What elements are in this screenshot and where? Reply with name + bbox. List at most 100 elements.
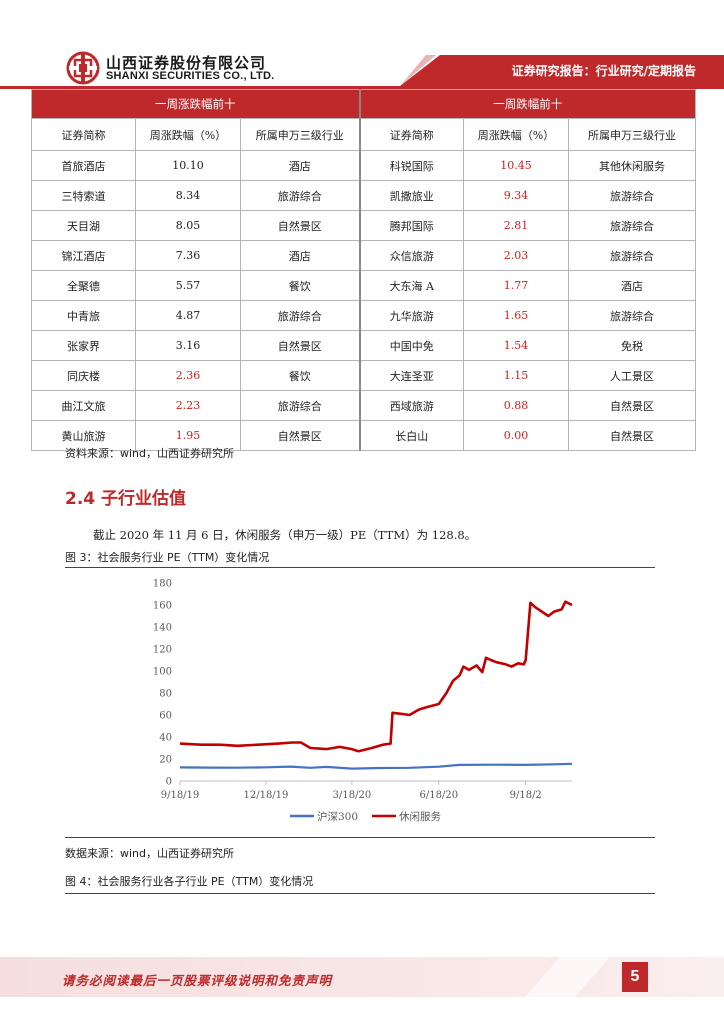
table-title-row: 一周涨跌幅前十 一周跌幅前十 xyxy=(30,89,697,119)
table-cell-r-ind: 人工景区 xyxy=(568,360,697,391)
legend-label: 休闲服务 xyxy=(399,810,441,823)
table-cell-r-chg: 0.88 xyxy=(463,390,570,421)
table-cell-r-name: 九华旅游 xyxy=(358,300,465,331)
table-cell-r-chg: 1.54 xyxy=(463,330,570,361)
pe-ttm-line-chart: 0 20 40 60 80 100 120 140 160 180 9/18/19 12/18/19 3… xyxy=(153,579,573,823)
table-cell-l-name: 三特索道 xyxy=(31,180,136,211)
table-cell-r-chg: 2.81 xyxy=(463,210,570,241)
table-row: 全聚德 5.57 餐饮 大东海 A 1.77 酒店 xyxy=(31,270,697,301)
table-cell-l-ind: 旅游综合 xyxy=(239,180,361,211)
table-body: 首旅酒店 10.10 酒店 科锐国际 10.45 其他休闲服务 三特索道 8.34 旅游综合 凯撒… xyxy=(31,150,697,451)
table-cell-r-chg: 1.77 xyxy=(463,270,570,301)
table-cell-r-ind: 自然景区 xyxy=(568,420,697,451)
section-paragraph: 截止 2020 年 11 月 6 日，休闲服务（申万一级）PE（TTM）为 12… xyxy=(93,528,477,542)
y-tick-label: 80 xyxy=(159,689,172,700)
table-cell-l-ind: 旅游综合 xyxy=(239,390,361,421)
x-tick-label: 6/18/20 xyxy=(420,790,459,801)
table-cell-l-ind: 餐饮 xyxy=(239,270,361,301)
table-cell-r-ind: 其他休闲服务 xyxy=(568,150,697,181)
table-cell-r-name: 科锐国际 xyxy=(358,150,465,181)
table-cell-r-chg: 1.65 xyxy=(463,300,570,331)
table-cell-r-chg: 2.03 xyxy=(463,240,570,271)
column-header: 周涨跌幅（%） xyxy=(463,118,570,151)
table-cell-l-chg: 8.05 xyxy=(135,210,241,241)
table-source-note: 资料来源：wind，山西证券研究所 xyxy=(65,447,235,460)
column-header: 所属申万三级行业 xyxy=(239,118,361,151)
table-row: 同庆楼 2.36 餐饮 大连圣亚 1.15 人工景区 xyxy=(31,360,697,391)
footer-band xyxy=(0,957,724,997)
right-table-title: 一周跌幅前十 xyxy=(358,89,697,119)
table-cell-l-ind: 餐饮 xyxy=(239,360,361,391)
series-line-hs300 xyxy=(179,762,573,770)
column-header: 证券简称 xyxy=(358,118,465,151)
table-header-row: 证券简称 周涨跌幅（%） 所属申万三级行业 证券简称 周涨跌幅（%） 所属申万三… xyxy=(31,118,697,151)
legend-label: 沪深300 xyxy=(317,810,358,823)
company-name-cn: 山西证券股份有限公司 xyxy=(106,54,267,72)
x-tick-label: 12/18/19 xyxy=(243,790,288,801)
table-cell-r-ind: 旅游综合 xyxy=(568,180,697,211)
figure-3-caption-rule xyxy=(65,567,655,568)
table-cell-r-name: 大连圣亚 xyxy=(358,360,465,391)
table-cell-l-chg: 4.87 xyxy=(135,300,241,331)
column-header: 所属申万三级行业 xyxy=(568,118,697,151)
table-row: 天目湖 8.05 自然景区 腾邦国际 2.81 旅游综合 xyxy=(31,210,697,241)
table-cell-r-name: 长白山 xyxy=(358,420,465,451)
table-cell-l-chg: 5.57 xyxy=(135,270,241,301)
header-rule xyxy=(0,86,724,89)
table-row: 锦江酒店 7.36 酒店 众信旅游 2.03 旅游综合 xyxy=(31,240,697,271)
table-row: 中青旅 4.87 旅游综合 九华旅游 1.65 旅游综合 xyxy=(31,300,697,331)
table-cell-l-chg: 8.34 xyxy=(135,180,241,211)
table-cell-r-ind: 旅游综合 xyxy=(568,240,697,271)
table-row: 张家界 3.16 自然景区 中国中免 1.54 免税 xyxy=(31,330,697,361)
table-cell-r-chg: 9.34 xyxy=(463,180,570,211)
table-cell-l-ind: 自然景区 xyxy=(239,210,361,241)
table-cell-l-name: 全聚德 xyxy=(31,270,136,301)
section-title: 2.4 子行业估值 xyxy=(65,489,187,509)
table-cell-l-ind: 酒店 xyxy=(239,240,361,271)
y-tick-label: 0 xyxy=(166,777,172,788)
y-tick-label: 120 xyxy=(153,645,172,656)
table-cell-r-chg: 1.15 xyxy=(463,360,570,391)
left-table-title: 一周涨跌幅前十 xyxy=(30,89,361,119)
figure-4-caption: 图 4：社会服务行业各子行业 PE（TTM）变化情况 xyxy=(65,875,314,888)
table-cell-l-name: 首旅酒店 xyxy=(31,150,136,181)
table-cell-r-ind: 旅游综合 xyxy=(568,210,697,241)
table-cell-l-chg: 7.36 xyxy=(135,240,241,271)
table-cell-l-ind: 自然景区 xyxy=(239,420,361,451)
y-tick-label: 180 xyxy=(153,579,172,590)
column-header: 证券简称 xyxy=(31,118,136,151)
y-tick-label: 140 xyxy=(153,623,172,634)
table-cell-l-name: 曲江文旅 xyxy=(31,390,136,421)
table-row: 黄山旅游 1.95 自然景区 长白山 0.00 自然景区 xyxy=(31,420,697,451)
chart-source-note: 数据来源：wind，山西证券研究所 xyxy=(65,847,235,860)
table-row: 曲江文旅 2.23 旅游综合 西域旅游 0.88 自然景区 xyxy=(31,390,697,421)
table-cell-l-chg: 3.16 xyxy=(135,330,241,361)
y-tick-label: 100 xyxy=(153,667,172,678)
table-cell-r-ind: 免税 xyxy=(568,330,697,361)
x-tick-label: 9/18/2 xyxy=(510,790,542,801)
figure-3-caption: 图 3：社会服务行业 PE（TTM）变化情况 xyxy=(65,551,270,564)
table-cell-r-name: 中国中免 xyxy=(358,330,465,361)
y-tick-label: 20 xyxy=(159,755,172,766)
series-line-leisure-services xyxy=(179,600,573,753)
table-cell-l-chg: 10.10 xyxy=(135,150,241,181)
table-cell-l-name: 黄山旅游 xyxy=(31,420,136,451)
footer-disclaimer: 请务必阅读最后一页股票评级说明和免责声明 xyxy=(62,973,333,988)
table-cell-l-name: 中青旅 xyxy=(31,300,136,331)
company-name-en: SHANXI SECURITIES CO., LTD. xyxy=(106,70,275,82)
header-band xyxy=(400,55,724,86)
table-cell-l-chg: 2.23 xyxy=(135,390,241,421)
y-tick-label: 40 xyxy=(159,733,172,744)
table-cell-r-ind: 酒店 xyxy=(568,270,697,301)
table-cell-r-name: 众信旅游 xyxy=(358,240,465,271)
table-cell-l-name: 天目湖 xyxy=(31,210,136,241)
y-tick-label: 160 xyxy=(153,601,172,612)
x-tick-label: 3/18/20 xyxy=(333,790,372,801)
figure-3-bottom-rule xyxy=(65,837,655,838)
table-cell-r-name: 大东海 A xyxy=(358,270,465,301)
table-cell-l-name: 同庆楼 xyxy=(31,360,136,391)
weekly-performance-table: 一周涨跌幅前十 一周跌幅前十 证券简称 周涨跌幅（%） 所属申万三级行业 证券简… xyxy=(30,89,697,451)
table-cell-l-chg: 2.36 xyxy=(135,360,241,391)
table-cell-l-chg: 1.95 xyxy=(135,420,241,451)
table-cell-r-chg: 0.00 xyxy=(463,420,570,451)
